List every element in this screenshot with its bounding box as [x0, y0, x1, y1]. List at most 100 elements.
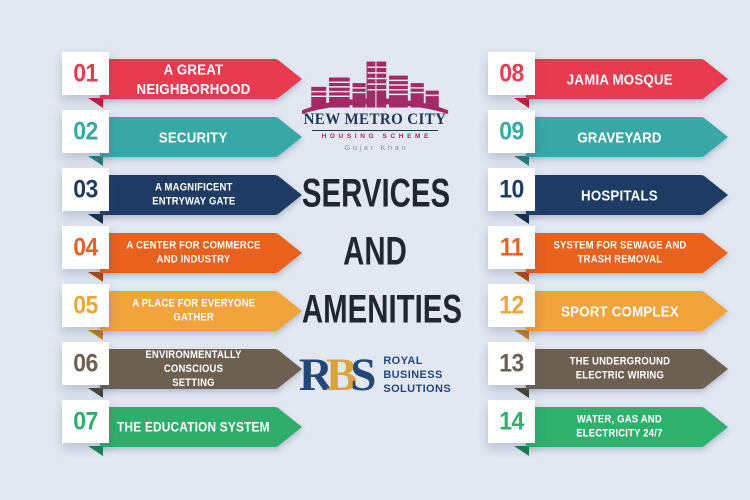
number-badge: 06 — [62, 342, 109, 385]
amenity-item-14: WATER, GAS AND ELECTRICITY 24/7 14 — [488, 400, 728, 456]
amenity-item-03: A MAGNIFICENT ENTRYWAY GATE 03 — [62, 168, 302, 224]
ribbon-fold — [88, 388, 103, 398]
amenity-number: 10 — [499, 174, 524, 203]
ribbon-fold — [88, 214, 103, 224]
ribbon-banner: ENVIRONMENTALLY CONSCIOUS SETTING — [100, 349, 302, 389]
rbs-word-solutions: SOLUTIONS — [383, 382, 452, 395]
ribbon-banner: A CENTER FOR COMMERCE AND INDUSTRY — [100, 233, 302, 273]
amenity-item-09: GRAVEYARD 09 — [488, 110, 728, 166]
arrow-tip — [701, 117, 728, 157]
ribbon-fold — [88, 446, 103, 456]
amenity-item-04: A CENTER FOR COMMERCE AND INDUSTRY 04 — [62, 226, 302, 282]
arrow-tip — [275, 233, 302, 273]
amenity-number: 03 — [73, 174, 98, 203]
ribbon-fold — [88, 272, 103, 282]
amenity-item-05: A PLACE FOR EVERYONE GATHER 05 — [62, 284, 302, 340]
amenity-label: ENVIRONMENTALLY CONSCIOUS SETTING — [145, 349, 242, 389]
ribbon-banner: THE UNDERGROUND ELECTRIC WIRING — [526, 349, 728, 389]
new-metro-city-logo: NEW METRO CITY HOUSING SCHEME Gujar Khan — [288, 55, 462, 151]
ribbon-fold — [514, 98, 529, 108]
ribbon-fold — [514, 330, 529, 340]
ribbon-banner: JAMIA MOSQUE — [526, 59, 728, 99]
number-badge: 08 — [488, 52, 535, 95]
amenity-number: 13 — [499, 348, 524, 377]
amenity-label: SECURITY — [159, 128, 228, 146]
number-badge: 11 — [488, 226, 535, 269]
ribbon-banner: A PLACE FOR EVERYONE GATHER — [100, 291, 302, 331]
amenity-item-11: SYSTEM FOR SEWAGE AND TRASH REMOVAL 11 — [488, 226, 728, 282]
ribbon-banner: SYSTEM FOR SEWAGE AND TRASH REMOVAL — [526, 233, 728, 273]
arrow-tip — [275, 407, 302, 447]
number-badge: 12 — [488, 284, 535, 327]
amenity-item-08: JAMIA MOSQUE 08 — [488, 52, 728, 108]
amenity-number: 12 — [499, 290, 524, 319]
ribbon-banner: HOSPITALS — [526, 175, 728, 215]
number-badge: 05 — [62, 284, 109, 327]
ribbon-banner: THE EDUCATION SYSTEM — [100, 407, 302, 447]
rbs-monogram: RBS — [298, 348, 377, 401]
amenity-label: GRAVEYARD — [577, 128, 662, 146]
number-badge: 01 — [62, 52, 109, 95]
amenity-item-13: THE UNDERGROUND ELECTRIC WIRING 13 — [488, 342, 728, 398]
amenity-number: 08 — [499, 58, 524, 87]
rbs-word-business: BUSINESS — [383, 369, 443, 382]
amenity-label: WATER, GAS AND ELECTRICITY 24/7 — [576, 414, 663, 440]
arrow-tip — [275, 349, 302, 389]
amenity-item-07: THE EDUCATION SYSTEM 07 — [62, 400, 302, 456]
amenity-number: 04 — [73, 232, 98, 261]
ribbon-banner: GRAVEYARD — [526, 117, 728, 157]
number-badge: 04 — [62, 226, 109, 269]
amenity-item-06: ENVIRONMENTALLY CONSCIOUS SETTING 06 — [62, 342, 302, 398]
amenity-number: 09 — [499, 116, 524, 145]
center-panel: NEW METRO CITY HOUSING SCHEME Gujar Khan… — [288, 55, 463, 401]
arrow-tip — [701, 291, 728, 331]
amenity-number: 14 — [499, 406, 524, 435]
left-amenities-column: A GREAT NEIGHBORHOOD 01 SECURITY 02 A MA… — [62, 52, 302, 458]
amenity-label: A GREAT NEIGHBORHOOD — [136, 60, 251, 98]
ribbon-fold — [514, 214, 529, 224]
title-line-3: AMENITIES — [301, 287, 463, 332]
ribbon-fold — [514, 272, 529, 282]
royal-business-solutions-logo: RBS ROYAL BUSINESS SOLUTIONS — [288, 348, 462, 401]
amenity-number: 02 — [73, 116, 98, 145]
logo-subtitle: HOUSING SCHEME — [312, 130, 438, 141]
arrow-tip — [275, 59, 302, 99]
ribbon-fold — [514, 156, 529, 166]
number-badge: 02 — [62, 110, 109, 153]
ribbon-banner: SPORT COMPLEX — [526, 291, 728, 331]
arrow-tip — [701, 233, 728, 273]
amenity-label: A CENTER FOR COMMERCE AND INDUSTRY — [126, 240, 261, 266]
number-badge: 09 — [488, 110, 535, 153]
arrow-tip — [275, 175, 302, 215]
logo-name: NEW METRO CITY — [303, 111, 447, 129]
city-skyline-icon — [288, 55, 462, 115]
ribbon-banner: A GREAT NEIGHBORHOOD — [100, 59, 302, 99]
arrow-tip — [701, 407, 728, 447]
ribbon-fold — [514, 446, 529, 456]
amenity-number: 11 — [499, 232, 524, 261]
ribbon-banner: SECURITY — [100, 117, 302, 157]
ribbon-fold — [88, 156, 103, 166]
title-line-1: SERVICES — [301, 171, 451, 216]
ribbon-banner: WATER, GAS AND ELECTRICITY 24/7 — [526, 407, 728, 447]
arrow-tip — [701, 349, 728, 389]
rbs-word-royal: ROYAL — [383, 355, 423, 368]
arrow-tip — [701, 59, 728, 99]
ribbon-fold — [514, 388, 529, 398]
rbs-wordmark: ROYAL BUSINESS SOLUTIONS — [383, 355, 451, 396]
logo-location: Gujar Khan — [344, 142, 409, 152]
ribbon-fold — [88, 98, 103, 108]
number-badge: 03 — [62, 168, 109, 211]
number-badge: 10 — [488, 168, 535, 211]
amenity-item-02: SECURITY 02 — [62, 110, 302, 166]
amenity-item-12: SPORT COMPLEX 12 — [488, 284, 728, 340]
amenity-label: A PLACE FOR EVERYONE GATHER — [132, 298, 255, 324]
amenity-item-01: A GREAT NEIGHBORHOOD 01 — [62, 52, 302, 108]
ribbon-banner: A MAGNIFICENT ENTRYWAY GATE — [100, 175, 302, 215]
arrow-tip — [701, 175, 728, 215]
amenity-label: THE UNDERGROUND ELECTRIC WIRING — [569, 356, 670, 382]
amenity-label: HOSPITALS — [581, 186, 658, 204]
amenity-item-10: HOSPITALS 10 — [488, 168, 728, 224]
ribbon-fold — [88, 330, 103, 340]
